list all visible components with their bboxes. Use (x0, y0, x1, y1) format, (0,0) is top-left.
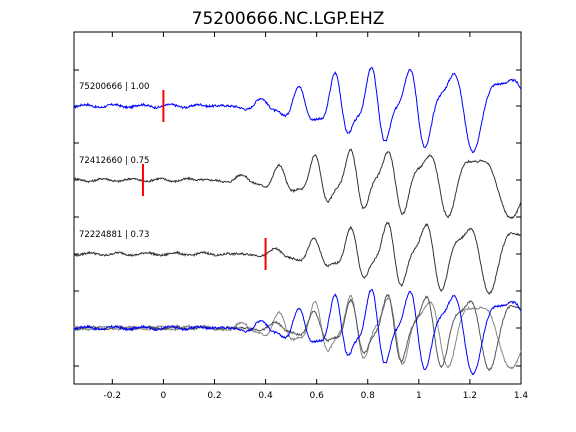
overlay-trace (73, 289, 522, 376)
x-axis: -0.2 0 0.2 0.4 0.6 0.8 1 1.2 1.4 (104, 32, 529, 401)
trace-line (73, 67, 522, 154)
traces (73, 67, 522, 295)
x-tick-label: 0 (161, 391, 167, 401)
trace-label: 72412660 | 0.75 (79, 156, 149, 166)
overlay-trace (73, 294, 522, 370)
x-tick-label: 1 (416, 391, 422, 401)
x-tick-label: 0.2 (207, 391, 221, 401)
trace-line (73, 221, 522, 295)
trace-labels: 75200666 | 1.00 72412660 | 0.75 72224881 |… (79, 82, 149, 240)
pick-markers (141, 90, 267, 270)
x-tick-label: 1.4 (514, 391, 529, 401)
x-tick-label: 0.6 (309, 391, 324, 401)
x-tick-label: 0.8 (361, 391, 376, 401)
overlay-traces (73, 289, 522, 376)
y-ticks (74, 69, 521, 367)
trace-label: 75200666 | 1.00 (79, 82, 149, 92)
x-tick-label: -0.2 (104, 391, 122, 401)
chart-title: 75200666.NC.LGP.EHZ (192, 9, 385, 29)
trace-label: 72224881 | 0.73 (79, 230, 149, 240)
x-tick-label: 1.2 (463, 391, 477, 401)
plot-area (73, 31, 522, 385)
x-tick-label: 0.4 (258, 391, 273, 401)
overlay-trace (73, 293, 522, 372)
trace-line (73, 148, 522, 220)
